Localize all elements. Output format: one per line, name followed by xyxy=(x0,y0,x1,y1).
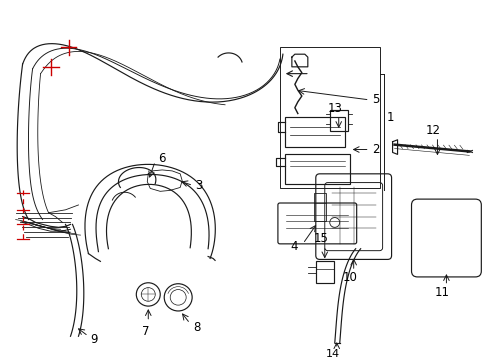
Text: 8: 8 xyxy=(193,321,200,334)
Bar xyxy=(285,117,344,147)
Text: 6: 6 xyxy=(158,152,165,165)
Text: 10: 10 xyxy=(342,271,356,284)
Text: 14: 14 xyxy=(325,349,339,359)
Text: 5: 5 xyxy=(371,93,378,107)
Bar xyxy=(329,110,347,131)
Bar xyxy=(313,193,325,221)
Text: 9: 9 xyxy=(90,333,98,346)
Text: 2: 2 xyxy=(371,143,378,156)
Text: 1: 1 xyxy=(386,111,393,124)
Text: 3: 3 xyxy=(195,179,202,192)
Bar xyxy=(285,154,349,184)
Bar xyxy=(279,48,379,188)
Text: 7: 7 xyxy=(141,325,149,338)
Text: 11: 11 xyxy=(434,286,449,299)
Text: 13: 13 xyxy=(326,102,342,115)
Bar xyxy=(315,261,333,283)
Text: 4: 4 xyxy=(290,240,297,253)
Text: 12: 12 xyxy=(425,123,440,136)
Text: 15: 15 xyxy=(313,233,327,246)
